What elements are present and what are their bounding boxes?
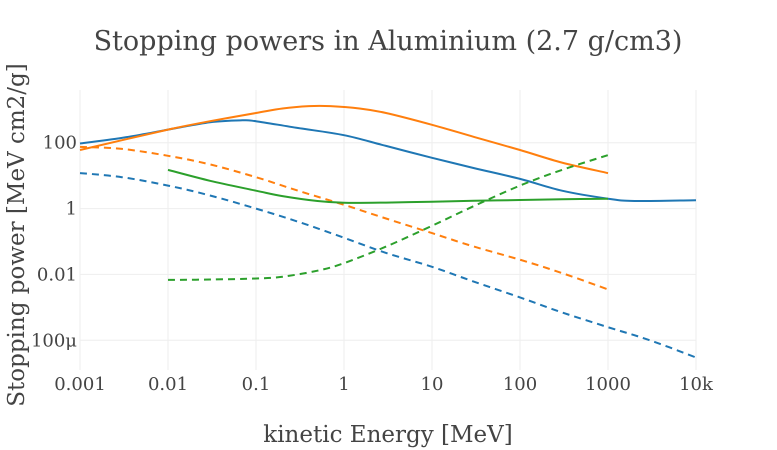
y-axis-title: Stopping power [MeV cm2/g] (4, 63, 30, 407)
x-tick-label-3: 1 (338, 374, 349, 395)
series-line-3 (79, 145, 609, 291)
series-line-0 (79, 119, 697, 203)
x-tick-label-1: 0.01 (148, 374, 188, 395)
x-tick-label-2: 0.1 (242, 374, 271, 395)
x-tick-label-5: 100 (503, 374, 537, 395)
series-line-1 (79, 172, 697, 359)
x-tick-label-0: 0.001 (54, 374, 106, 395)
x-tick-labels: 0.001 0.01 0.1 1 10 100 1000 10k (54, 374, 714, 395)
y-tick-label-2: 1 (66, 199, 77, 220)
y-tick-labels: 100μ 0.01 1 100 (31, 133, 77, 352)
y-tick-label-3: 100 (43, 133, 77, 154)
x-tick-label-4: 10 (421, 374, 444, 395)
series-line-2 (79, 104, 609, 175)
grid-lines (79, 90, 697, 370)
series-line-4 (167, 168, 609, 204)
x-tick-label-7: 10k (679, 374, 714, 395)
y-tick-label-1: 0.01 (37, 264, 77, 285)
chart-title: Stopping powers in Aluminium (2.7 g/cm3) (94, 26, 683, 57)
x-tick-label-6: 1000 (585, 374, 631, 395)
x-axis-title: kinetic Energy [MeV] (263, 422, 512, 448)
series-line-5 (167, 154, 609, 281)
y-tick-label-0: 100μ (31, 330, 77, 351)
series-lines (79, 104, 697, 359)
